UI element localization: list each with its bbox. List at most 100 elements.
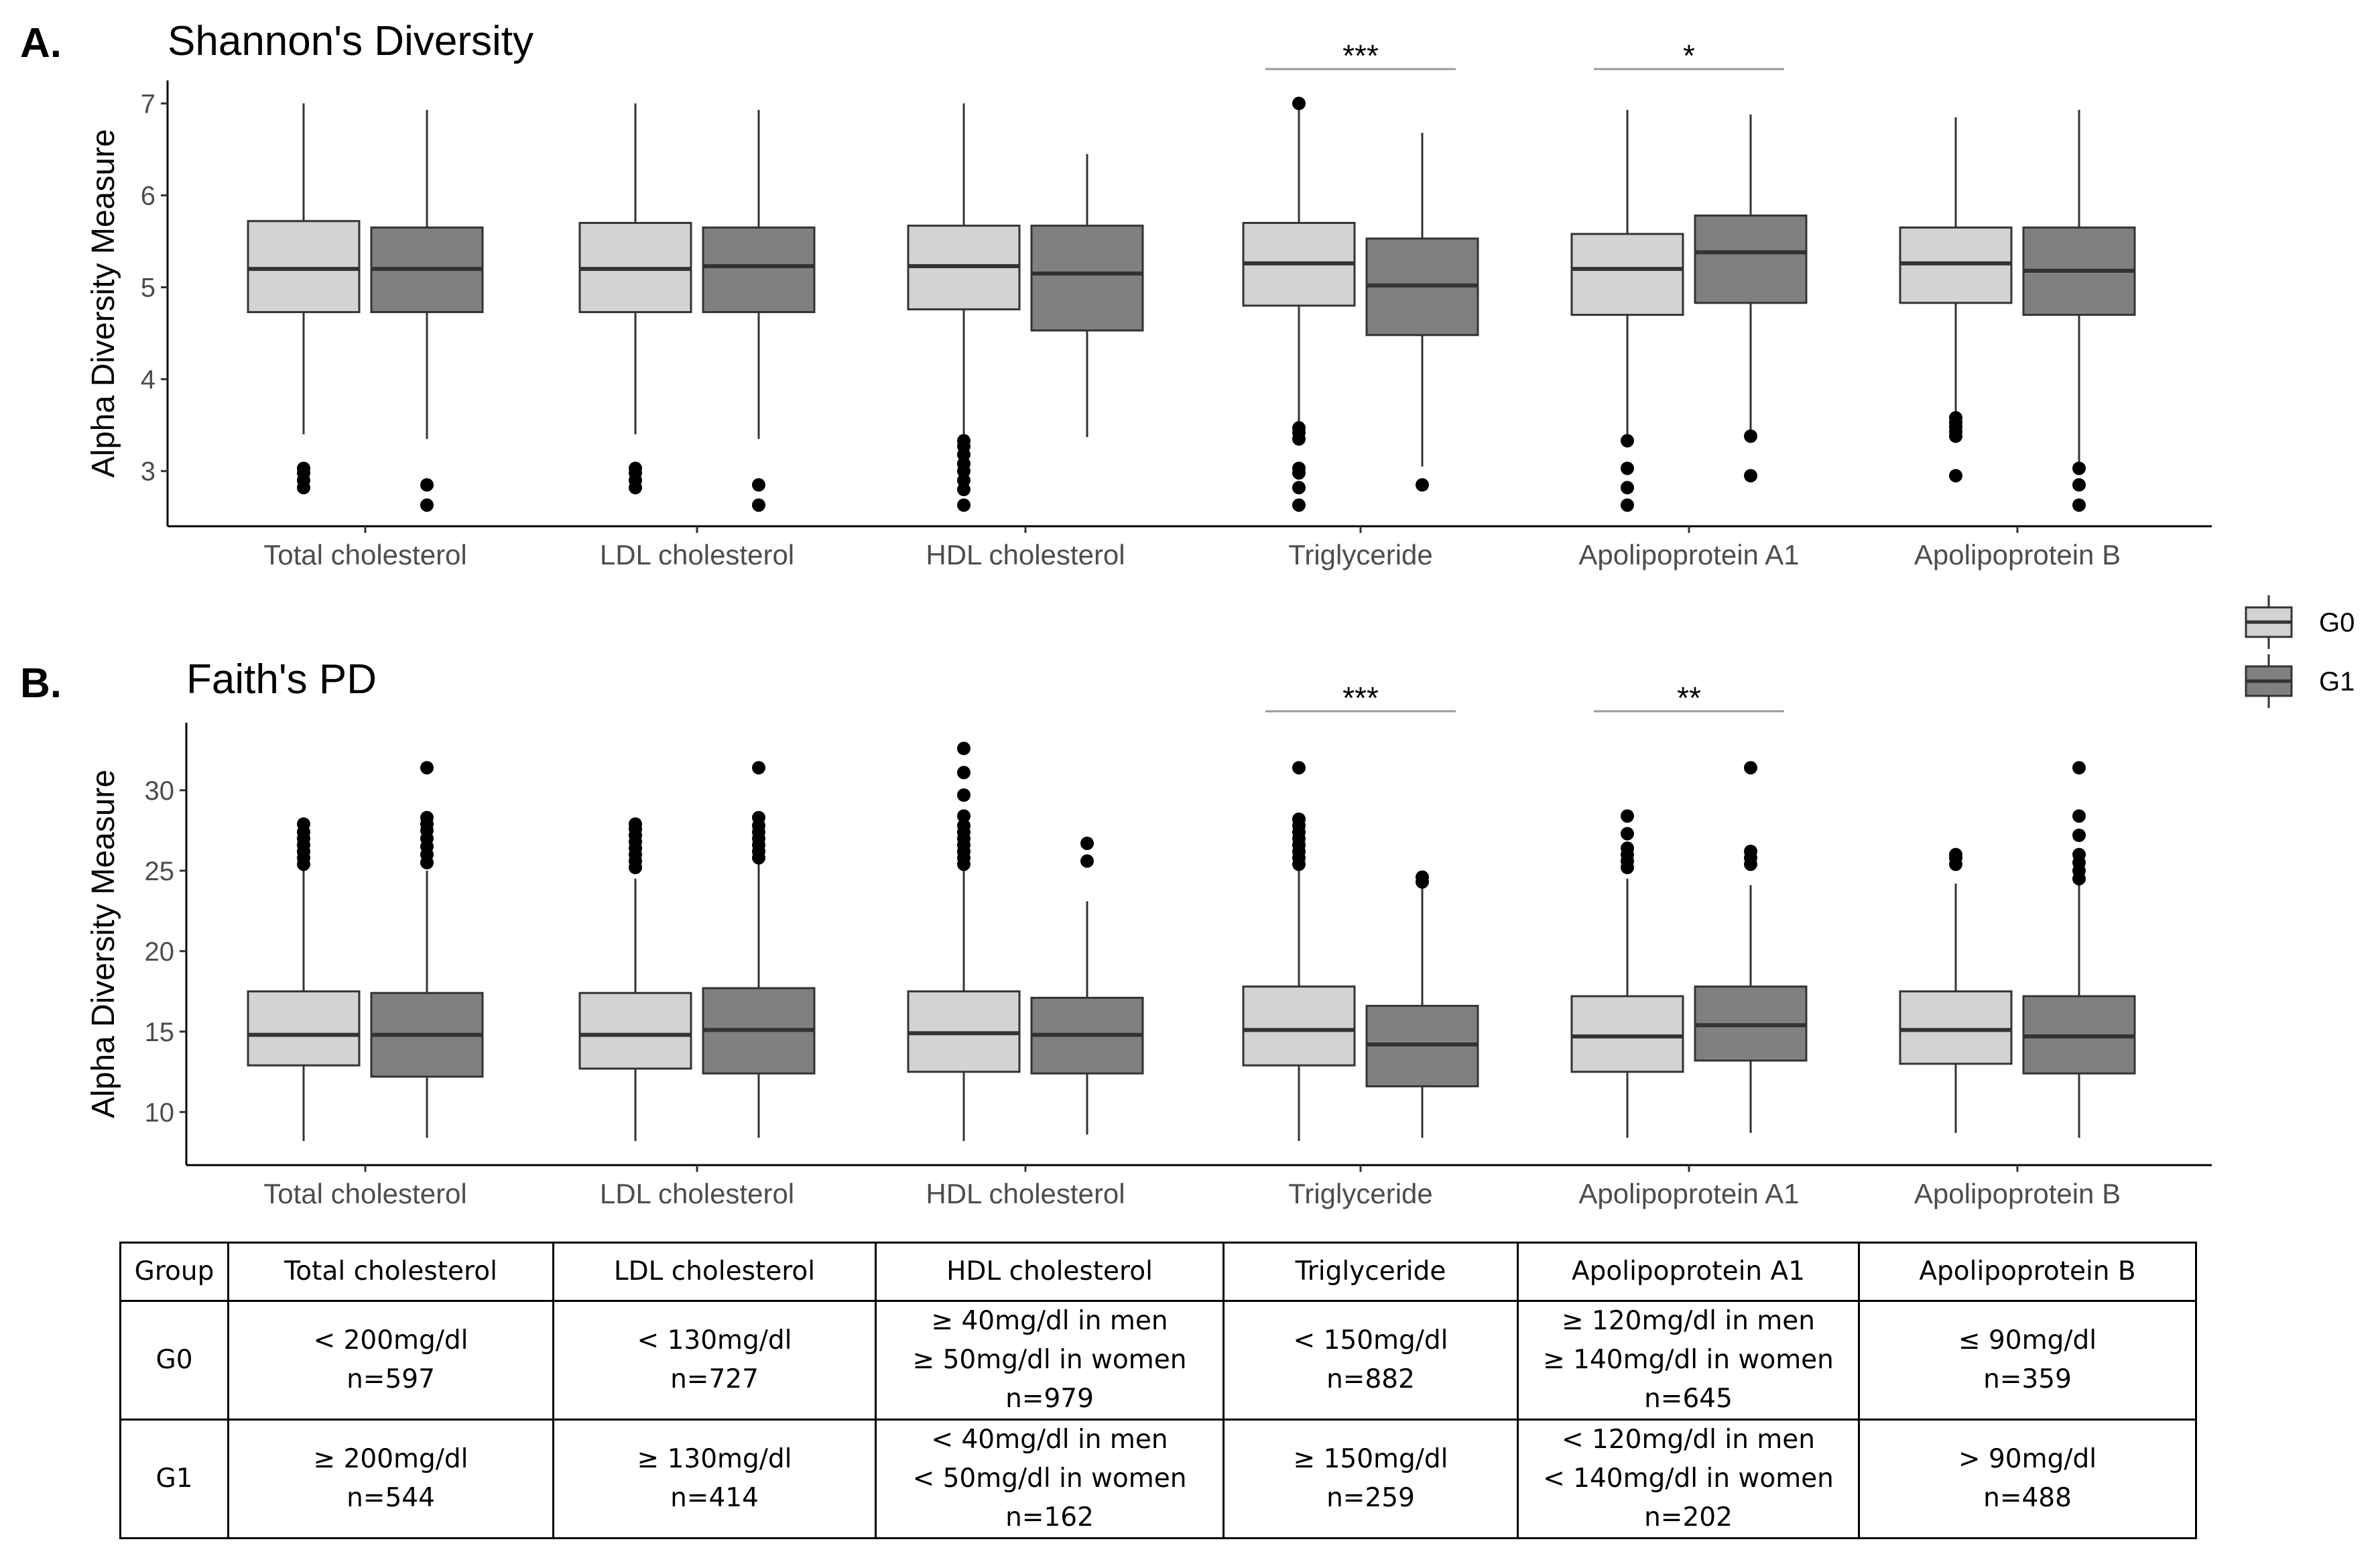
y-tick-label: 15 <box>145 1018 175 1047</box>
table-header-cell: LDL cholesterol <box>552 1242 877 1302</box>
box-g0 <box>578 103 692 495</box>
legend-item-g0: G0 <box>2245 595 2355 649</box>
table-cell: ≥ 120mg/dl in men ≥ 140mg/dl in women n=64… <box>1517 1300 1860 1421</box>
outlier-point <box>1621 461 1634 475</box>
outlier-point <box>1080 837 1094 850</box>
outlier-point <box>1744 845 1757 858</box>
outlier-point <box>2072 829 2086 842</box>
box-g1 <box>1694 761 1808 1133</box>
cell-line: < 130mg/dl <box>637 1325 792 1356</box>
box-g1 <box>370 109 484 512</box>
outlier-point <box>2072 461 2086 475</box>
significance-stars: ** <box>1677 680 1701 715</box>
table-header-row: Group Total cholesterol LDL cholesterol … <box>119 1242 2197 1302</box>
cell-line: n=882 <box>1326 1364 1415 1394</box>
y-tick-label: 10 <box>145 1098 175 1128</box>
x-tick-label: Triglyceride <box>1288 1178 1433 1209</box>
cell-line: ≥ 40mg/dl in men <box>931 1306 1168 1336</box>
table-cell: ≥ 40mg/dl in men ≥ 50mg/dl in women n=979 <box>875 1300 1225 1421</box>
outlier-point <box>1744 761 1757 775</box>
outlier-point <box>2072 761 2086 775</box>
y-tick-label: 25 <box>145 857 175 886</box>
outlier-point <box>957 766 970 780</box>
outlier-point <box>1621 827 1634 841</box>
outlier-point <box>629 817 642 831</box>
table-row: G0 < 200mg/dl n=597 < 130mg/dl n=727 ≥ 40mg/d… <box>119 1300 2197 1421</box>
table-header-cell: Total cholesterol <box>227 1242 554 1302</box>
outlier-point <box>1416 478 1429 492</box>
iqr-box <box>247 220 361 314</box>
iqr-box <box>1242 985 1356 1067</box>
outlier-point <box>1621 841 1634 855</box>
box-g0 <box>907 741 1021 1141</box>
outlier-point <box>1292 481 1306 495</box>
legend: G0 G1 <box>2245 595 2355 708</box>
table-row: G1 ≥ 200mg/dl n=544 ≥ 130mg/dl n=414 < 40mg/d… <box>119 1419 2197 1539</box>
table-cell: < 120mg/dl in men < 140mg/dl in women n=20… <box>1517 1419 1860 1539</box>
table-header-cell: Group <box>119 1242 229 1302</box>
y-tick-label: 3 <box>141 457 155 487</box>
outlier-point <box>752 478 765 492</box>
box-g0 <box>1899 117 2013 483</box>
panel-label: B. <box>20 660 62 707</box>
legend-label: G1 <box>2319 667 2355 697</box>
outlier-point <box>752 810 765 825</box>
box-g1 <box>370 761 484 1138</box>
iqr-box <box>1570 995 1684 1073</box>
outlier-point <box>1292 432 1306 446</box>
x-tick-label: Apolipoprotein A1 <box>1578 539 1799 570</box>
iqr-box <box>1694 215 1808 304</box>
outlier-point <box>957 809 970 823</box>
table-header-cell: HDL cholesterol <box>875 1242 1225 1302</box>
table-cell: < 200mg/dl n=597 <box>227 1300 554 1421</box>
legend-item-g1: G1 <box>2245 654 2355 708</box>
cell-line: n=979 <box>1005 1384 1094 1414</box>
table-cell: ≥ 200mg/dl n=544 <box>227 1419 554 1539</box>
y-tick-label: 6 <box>141 181 155 211</box>
cell-line: < 120mg/dl in men <box>1561 1425 1816 1455</box>
cell-line: > 90mg/dl <box>1958 1444 2097 1474</box>
outlier-point <box>420 498 434 512</box>
cell-line: n=359 <box>1983 1364 2072 1394</box>
cell-line: < 150mg/dl <box>1293 1325 1448 1356</box>
cell-line: ≥ 150mg/dl <box>1293 1444 1448 1474</box>
x-tick-label: HDL cholesterol <box>926 539 1125 570</box>
cell-line: n=645 <box>1644 1384 1733 1414</box>
x-tick-label: Total cholesterol <box>263 539 467 570</box>
outlier-point <box>1621 481 1634 495</box>
x-tick-label: LDL cholesterol <box>600 1178 794 1209</box>
outlier-point <box>297 817 310 831</box>
panel-a: A. Shannon's Diversity Alpha Diversity Mea… <box>20 18 2212 570</box>
outlier-point <box>420 761 434 775</box>
x-tick-label: HDL cholesterol <box>926 1178 1125 1209</box>
legend-label: G0 <box>2319 608 2355 638</box>
table-cell: ≥ 150mg/dl n=259 <box>1223 1419 1519 1539</box>
box-g0 <box>1570 809 1684 1138</box>
box-g0 <box>907 103 1021 512</box>
cell-line: < 200mg/dl <box>313 1325 468 1356</box>
cell-line: n=488 <box>1983 1483 2072 1513</box>
x-tick-label: Triglyceride <box>1288 539 1433 570</box>
outlier-point <box>2072 847 2086 861</box>
outlier-point <box>1621 434 1634 448</box>
outlier-point <box>957 448 970 462</box>
x-tick-label: Apolipoprotein B <box>1914 1178 2121 1209</box>
table-header-cell: Triglyceride <box>1223 1242 1519 1302</box>
table-cell: > 90mg/dl n=488 <box>1858 1419 2197 1539</box>
y-tick-label: 5 <box>141 274 155 303</box>
x-tick-label: Apolipoprotein A1 <box>1578 1178 1799 1209</box>
iqr-box <box>1899 990 2013 1065</box>
outlier-point <box>752 498 765 512</box>
cell-line: ≥ 130mg/dl <box>637 1444 792 1474</box>
table-cell: < 40mg/dl in men < 50mg/dl in women n=162 <box>875 1419 1225 1539</box>
outlier-point <box>1621 498 1634 512</box>
outlier-point <box>957 483 970 497</box>
box-g0 <box>1570 109 1684 512</box>
y-axis-label: Alpha Diversity Measure <box>86 770 121 1118</box>
x-tick-label: LDL cholesterol <box>600 539 794 570</box>
outlier-point <box>957 788 970 802</box>
box-g1 <box>1365 870 1479 1138</box>
figure: A. Shannon's Diversity Alpha Diversity Mea… <box>20 18 2355 1209</box>
cell-line: < 140mg/dl in women <box>1543 1463 1834 1494</box>
box-g0 <box>578 817 692 1141</box>
